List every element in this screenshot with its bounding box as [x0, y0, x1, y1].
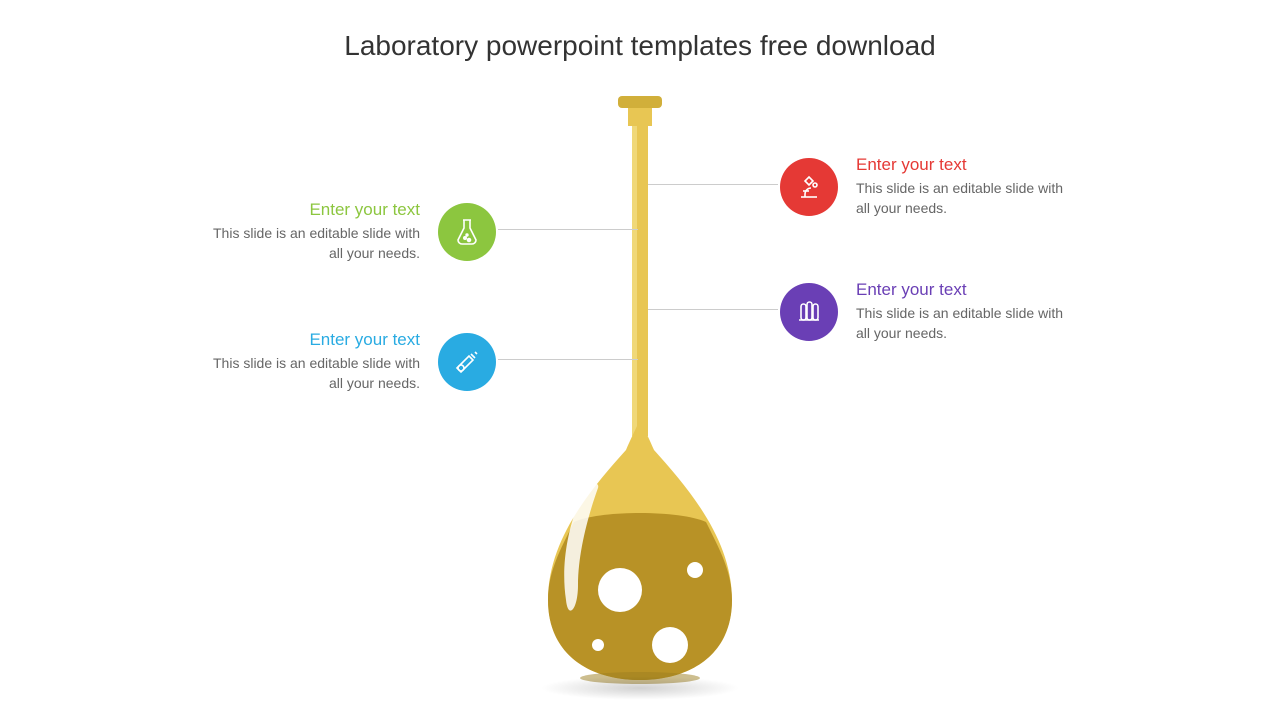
connector-line	[648, 184, 778, 185]
callout-body: This slide is an editable slide with all…	[210, 224, 420, 263]
connector-line	[498, 359, 638, 360]
callout-item: Enter your text This slide is an editabl…	[210, 330, 496, 393]
volumetric-flask	[520, 90, 760, 690]
callout-item: Enter your text This slide is an editabl…	[780, 280, 1066, 343]
flask-bubbles-icon	[438, 203, 496, 261]
callout-body: This slide is an editable slide with all…	[210, 354, 420, 393]
test-tubes-icon	[780, 283, 838, 341]
connector-line	[498, 229, 638, 230]
connector-line	[648, 309, 778, 310]
microscope-icon	[780, 158, 838, 216]
micrometer-icon	[438, 333, 496, 391]
callout-body: This slide is an editable slide with all…	[856, 304, 1066, 343]
callout-heading: Enter your text	[210, 200, 420, 220]
callout-item: Enter your text This slide is an editabl…	[780, 155, 1066, 218]
callout-item: Enter your text This slide is an editabl…	[210, 200, 496, 263]
callout-heading: Enter your text	[210, 330, 420, 350]
callout-heading: Enter your text	[856, 155, 1066, 175]
callout-body: This slide is an editable slide with all…	[856, 179, 1066, 218]
page-title: Laboratory powerpoint templates free dow…	[0, 30, 1280, 62]
flask-shadow	[540, 676, 740, 700]
callout-heading: Enter your text	[856, 280, 1066, 300]
